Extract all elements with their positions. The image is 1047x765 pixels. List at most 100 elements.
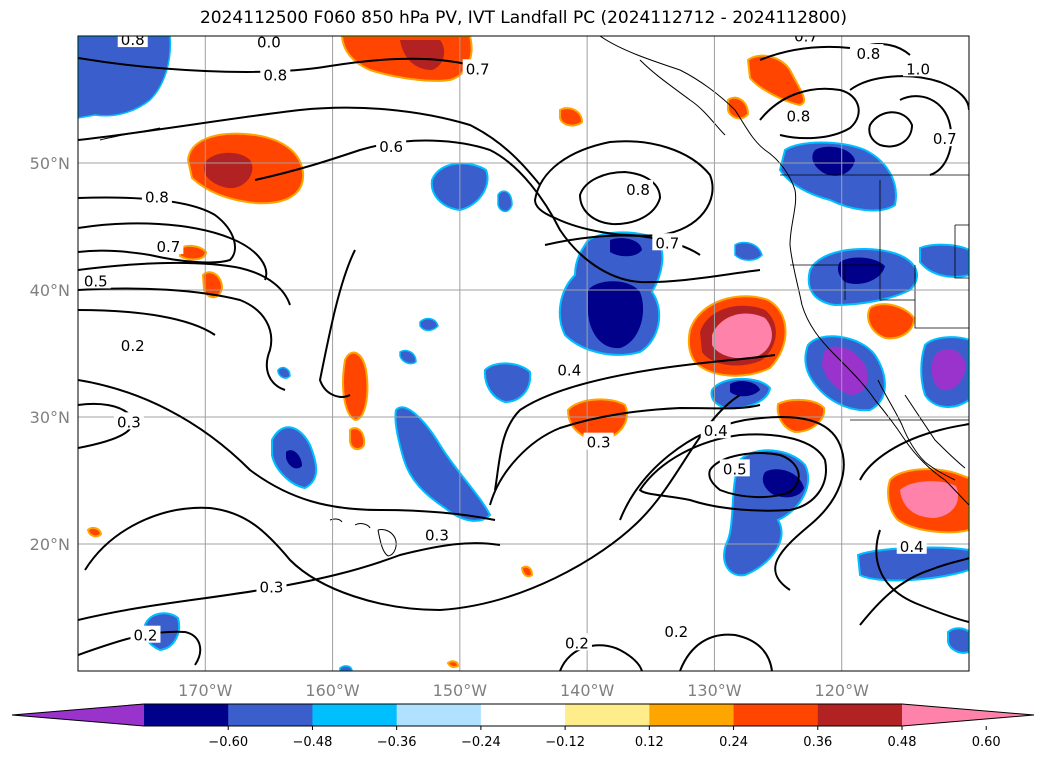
contour-label: 0.7 [156,238,180,256]
latitude-tick-label: 40°N [30,281,70,300]
colorbar-extend-low [12,704,144,726]
contour-label: 0.3 [587,434,611,452]
pv-negative-region [339,665,353,671]
colorbar-segment [733,704,819,726]
contour-label-mask [783,106,814,124]
contour-line [78,379,496,521]
contour-label-mask [117,336,148,354]
pv-negative-region [778,141,897,212]
pv-negative-max [822,346,868,395]
pv-positive-spot [86,526,103,538]
political-borders-layer [780,174,969,421]
colorbar-segment [144,704,229,726]
pv-negative-region [856,546,969,582]
contour-label-mask [376,136,407,154]
contour-label-mask [661,621,692,639]
contour-label: 0.7 [466,60,490,78]
contour-label-mask [253,36,284,50]
contour-label: 0.7 [655,234,679,252]
baja-california-coastline [877,379,956,481]
contour-label: 0.3 [260,578,284,596]
colorbar-segment [649,704,735,726]
contour-label-mask [929,129,960,147]
contour-label-mask [117,36,148,48]
colorbar-tick-label: 0.36 [803,735,832,750]
contour-line [875,529,969,623]
contour-label-mask [903,59,934,77]
contour-label-mask [130,625,161,643]
contour-label-mask [853,44,884,62]
map-title: 2024112500 F060 850 hPa PV, IVT Landfall… [199,8,847,28]
contour-label: 0.6 [379,138,403,156]
contour-label-mask [561,633,592,651]
contour-label-mask [153,237,184,255]
pv-positive-spot [520,565,534,578]
contour-label: 0.2 [121,337,145,355]
contour-line [559,644,643,671]
contour-line [679,633,773,671]
pv-negative-core [588,281,644,349]
colorbar-segment [565,704,650,726]
contour-label-mask [896,536,927,554]
pv-positive-spot [776,398,826,434]
latitude-labels: 20°N 30°N 40°N 50°N [30,154,70,554]
colorbar-tick-label: −0.12 [545,735,585,750]
longitude-tick-label: 150°W [433,681,488,700]
pv-negative-core [762,469,804,498]
pv-negative-region [399,349,417,365]
contour-label-mask [462,59,493,77]
contour-line [78,222,268,281]
contour-line [759,45,851,61]
hawaii-islands-coastline [329,518,397,557]
longitude-tick-label: 160°W [305,681,360,700]
gulf-of-california-coastline [904,394,966,469]
latitude-tick-label: 50°N [30,154,70,173]
contour-label: 0.2 [664,623,688,641]
pv-negative-core [812,146,855,176]
contour-line [859,557,969,626]
contour-label: 0.8 [857,45,881,63]
pv-positive-max [712,313,772,359]
pv-positive-spot [342,351,369,422]
contour-label-mask [421,525,452,543]
contour-line [489,404,761,506]
pv-positive-spot [559,107,584,127]
longitude-tick-label: 130°W [687,681,742,700]
contour-label-mask [719,459,750,477]
pv-positive-spot [446,660,460,668]
pv-positive-spot [727,96,750,120]
contour-label: 0.5 [84,272,108,290]
contour-line [78,106,541,186]
pv-negative-region [734,241,763,261]
contour-label-mask [791,36,822,44]
contour-label: 0.7 [794,27,818,45]
colorbar-extend-high [902,704,1034,726]
contour-line [638,433,827,512]
pv-negative-region [947,627,969,654]
contour-line [899,95,953,176]
contour-line [759,87,860,140]
colorbar-segment [312,704,398,726]
contour-label-mask [113,412,144,430]
pv-negative-core [286,450,302,469]
contour-line [533,140,714,237]
contour-line [849,75,969,111]
longitude-tick-label: 140°W [560,681,615,700]
contour-line [318,249,356,398]
pv-positive-max [900,481,959,518]
contour-line [578,170,662,226]
contour-label: 0.4 [704,422,728,440]
contour-line [84,394,741,612]
contour-line [78,261,291,306]
contour-line [254,139,761,284]
colorbar-segment [817,704,903,726]
contour-line [78,309,216,336]
pv-negative-region [497,190,513,213]
contour-label: 0.4 [900,538,924,556]
colorbar-tick-label: 0.48 [888,735,917,750]
latitude-tick-label: 20°N [30,535,70,554]
colorbar-tick-label: 0.60 [972,735,1001,750]
colorbar-tick-label: 0.12 [635,735,664,750]
contour-label-mask [256,577,287,595]
